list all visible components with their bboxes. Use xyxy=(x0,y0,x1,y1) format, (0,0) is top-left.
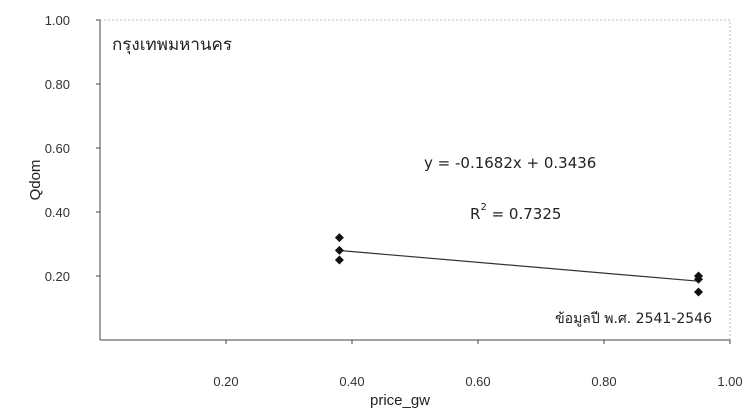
plot-frame xyxy=(99,19,731,341)
y-tick-label: 0.60 xyxy=(45,141,70,156)
x-axis-ticks: 0.20 0.40 0.60 0.80 1.00 xyxy=(213,340,743,389)
y-axis-ticks: 0.20 0.40 0.60 0.80 1.00 xyxy=(45,13,100,284)
y-tick-label: 0.40 xyxy=(45,205,70,220)
y-tick-label: 0.20 xyxy=(45,269,70,284)
x-tick-label: 0.20 xyxy=(213,374,238,389)
x-tick-label: 0.80 xyxy=(591,374,616,389)
r-squared-exponent: 2 xyxy=(480,202,486,213)
x-tick-label: 0.40 xyxy=(339,374,364,389)
y-tick-label: 1.00 xyxy=(45,13,70,28)
r-squared-value: = 0.7325 xyxy=(487,205,562,223)
x-tick-label: 1.00 xyxy=(717,374,742,389)
data-point-marker xyxy=(334,233,344,243)
data-points xyxy=(334,233,703,297)
data-point-marker xyxy=(334,245,344,255)
data-point-marker xyxy=(334,255,344,265)
regression-equation: y = -0.1682x + 0.3436 xyxy=(424,154,596,172)
data-source-note: ข้อมูลปี พ.ศ. 2541-2546 xyxy=(555,311,712,327)
x-axis-title: price_gw xyxy=(370,392,430,409)
r-squared-label: R2 = 0.7325 xyxy=(470,202,561,223)
linear-trendline xyxy=(339,249,699,282)
chart-title: กรุงเทพมหานคร xyxy=(112,35,232,55)
trendline-group xyxy=(339,249,699,282)
y-axis-title: Qdom xyxy=(27,160,44,201)
r-squared-r: R xyxy=(470,205,480,223)
data-point-marker xyxy=(694,287,703,297)
y-tick-label: 0.80 xyxy=(45,77,70,92)
x-tick-label: 0.60 xyxy=(465,374,490,389)
data-point-marker xyxy=(694,274,703,284)
